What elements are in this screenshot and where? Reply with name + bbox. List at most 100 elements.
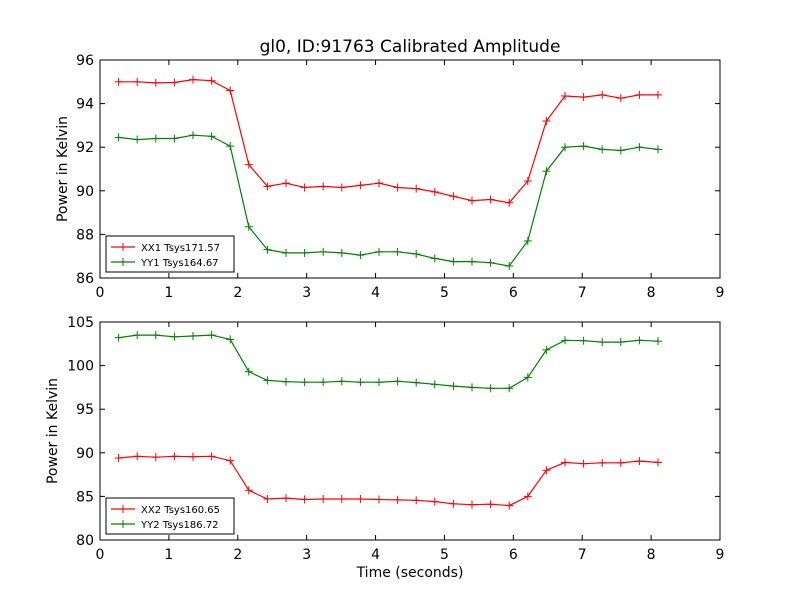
data-point [244,222,253,231]
data-point [133,331,142,340]
data-point [449,499,458,508]
data-point [207,331,216,340]
y-tick-label: 94 [76,97,94,113]
data-point [244,160,253,169]
x-tick-label: 2 [233,285,242,301]
data-point [486,258,495,267]
data-point [412,496,421,505]
data-point [523,492,532,501]
data-point [449,257,458,266]
data-point [244,486,253,495]
data-point [579,142,588,151]
y-tick-label: 96 [76,53,94,69]
data-point [561,336,569,345]
data-point [300,378,309,387]
data-point [616,458,625,467]
x-tick-label: 0 [96,285,105,301]
plot-frame [99,321,721,541]
data-point [170,134,179,143]
data-point [263,182,272,191]
x-tick-label: 4 [371,547,380,563]
data-point [226,86,235,95]
data-point [319,247,328,256]
data-point [505,501,514,510]
data-point [616,338,625,347]
data-point [356,495,365,504]
data-point [226,142,235,151]
y-tick-label: 105 [67,315,94,331]
data-point [505,198,514,207]
data-point [207,76,216,85]
data-point [114,77,123,86]
data-point [393,377,402,386]
data-point [654,145,662,154]
data-point [356,181,365,190]
data-point [114,454,123,463]
data-point [505,262,514,271]
plot-frame [99,59,721,279]
data-point [337,495,346,504]
x-tick-label: 5 [440,285,449,301]
data-point [579,336,588,345]
data-point [393,495,402,504]
data-point [356,378,365,387]
data-point [151,78,160,87]
data-point [523,176,532,185]
data-point [337,377,346,386]
data-point [598,145,607,154]
bottom-panel: 0 1 2 3 4 5 6 7 8 9 80 85 90 95 100 105 Power in Kelvin T… [45,315,724,581]
data-point [189,331,197,340]
y-tick-label: 88 [76,227,94,243]
data-point [468,383,476,392]
legend-label: YY2 Tsys186.72 [140,520,219,531]
data-point [114,133,123,142]
data-point [430,187,439,196]
data-point [133,135,142,144]
data-point [282,377,290,386]
data-point [170,452,179,461]
data-point [616,94,625,103]
x-tick-label: 9 [716,285,725,301]
x-tick-label: 3 [302,285,311,301]
data-point [654,337,662,346]
x-tick-label: 2 [233,547,242,563]
legend: XX1 Tsys171.57 YY1 Tsys164.67 [105,235,235,273]
data-point [486,500,495,509]
x-tick-label: 6 [509,285,518,301]
x-tick-label: 7 [578,547,587,563]
data-point [635,90,644,99]
data-point [635,143,644,152]
data-point [319,182,328,191]
x-tick-label: 8 [647,285,656,301]
data-point [189,452,197,461]
data-point [468,196,476,205]
data-point [170,78,179,87]
legend-box [105,497,235,535]
data-point [561,143,569,152]
data-point [300,183,309,192]
data-point [189,75,197,84]
data-point [598,90,607,99]
data-point [337,183,346,192]
data-point [486,384,495,393]
data-point [151,134,160,143]
data-point [375,495,383,504]
legend-label: XX2 Tsys160.65 [141,505,220,516]
data-point [319,378,328,387]
legend-box [105,235,235,273]
legend: XX2 Tsys160.65 YY2 Tsys186.72 [105,497,235,535]
y-tick-label: 90 [76,446,94,462]
x-tick-label: 3 [302,547,311,563]
y-axis-label: Power in Kelvin [45,378,61,484]
data-point [226,456,235,465]
data-point [523,373,532,382]
data-point [375,378,383,387]
data-point [375,247,383,256]
y-tick-label: 80 [76,533,94,549]
data-point [635,336,644,345]
data-point [598,338,607,347]
x-tick-label: 9 [716,547,725,563]
data-point [282,494,290,503]
x-tick-label: 5 [440,547,449,563]
data-point [282,248,290,257]
